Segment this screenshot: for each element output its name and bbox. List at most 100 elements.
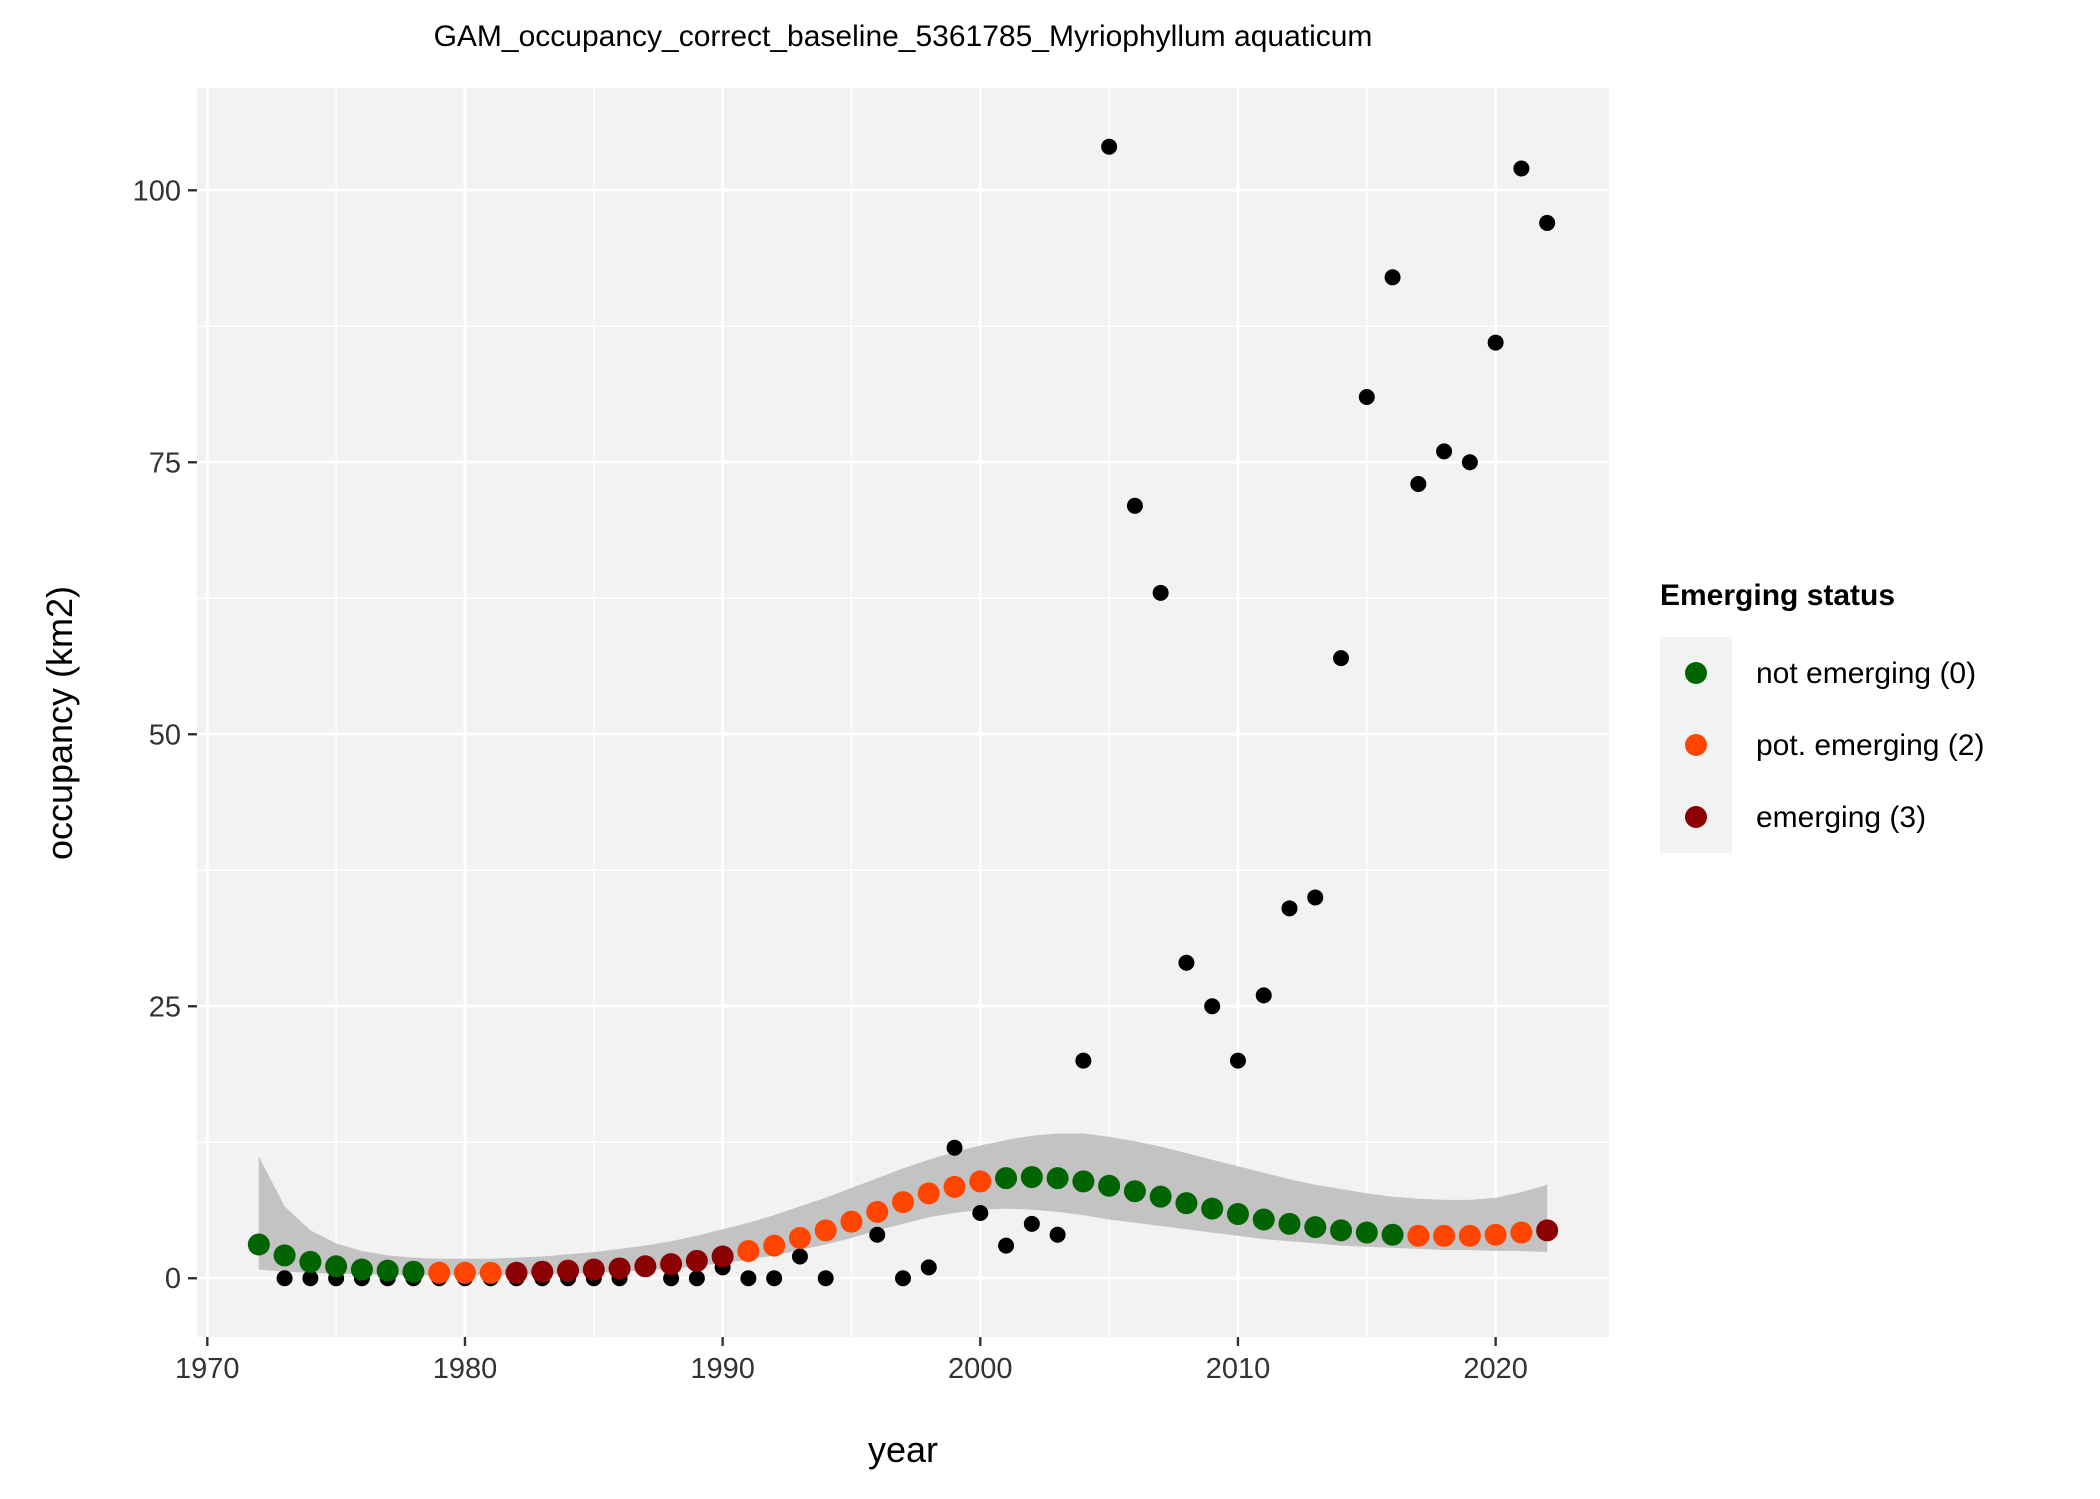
fitted-point (1149, 1185, 1172, 1208)
observed-point (817, 1270, 834, 1287)
fitted-point (247, 1233, 270, 1256)
fitted-point (1020, 1166, 1043, 1189)
fitted-point (505, 1261, 528, 1284)
observed-point (869, 1226, 886, 1243)
observed-point (1126, 497, 1143, 514)
fitted-point (1046, 1167, 1069, 1190)
observed-point (946, 1139, 963, 1156)
observed-point (920, 1259, 937, 1276)
observed-point (688, 1270, 705, 1287)
legend-key (1685, 806, 1707, 828)
fitted-point (1201, 1197, 1224, 1220)
observed-point (1229, 1052, 1246, 1069)
fitted-point (737, 1240, 760, 1263)
fitted-point (402, 1260, 425, 1283)
fitted-point (866, 1200, 889, 1223)
fitted-point (1433, 1224, 1456, 1247)
observed-point (1255, 987, 1272, 1004)
fitted-point (531, 1260, 554, 1283)
observed-point (740, 1270, 757, 1287)
chart-title: GAM_occupancy_correct_baseline_5361785_M… (434, 20, 1373, 53)
observed-point (766, 1270, 783, 1287)
fitted-point (1123, 1180, 1146, 1203)
fitted-point (995, 1167, 1018, 1190)
x-tick-label: 1990 (690, 1353, 755, 1385)
fitted-point (634, 1255, 657, 1278)
fitted-point (1252, 1208, 1275, 1231)
fitted-point (608, 1257, 631, 1280)
observed-point (1281, 900, 1298, 917)
x-tick-label: 1980 (433, 1353, 498, 1385)
legend: Emerging status not emerging (0) pot. eme… (1660, 579, 1984, 853)
y-tick-label: 0 (165, 1263, 181, 1295)
fitted-point (1381, 1223, 1404, 1246)
fitted-point (1458, 1224, 1481, 1247)
fitted-point (1175, 1192, 1198, 1215)
y-axis: 0 25 50 75 100 (133, 175, 197, 1295)
observed-point (998, 1237, 1015, 1254)
observed-point (302, 1270, 319, 1287)
fitted-point (376, 1259, 399, 1282)
fitted-point (969, 1170, 992, 1193)
legend-key (1685, 734, 1707, 756)
plot-panel (197, 88, 1609, 1337)
fitted-point (350, 1258, 373, 1281)
observed-point (972, 1204, 989, 1221)
y-axis-label: occupancy (km2) (39, 586, 80, 860)
fitted-point (917, 1182, 940, 1205)
x-tick-label: 2010 (1206, 1353, 1271, 1385)
fitted-point (1407, 1224, 1430, 1247)
observed-point (1101, 138, 1118, 155)
observed-point (1204, 998, 1221, 1015)
legend-label: pot. emerging (2) (1756, 729, 1984, 762)
observed-point (791, 1248, 808, 1265)
observed-point (1358, 388, 1375, 405)
fitted-point (788, 1226, 811, 1249)
fitted-point (763, 1234, 786, 1257)
legend-key (1685, 662, 1707, 684)
y-tick-label: 100 (133, 175, 181, 207)
legend-label: not emerging (0) (1756, 657, 1976, 690)
fitted-point (1355, 1221, 1378, 1244)
fitted-point (1484, 1223, 1507, 1246)
x-axis-label: year (868, 1429, 938, 1470)
fitted-point (685, 1249, 708, 1272)
observed-point (1307, 889, 1324, 906)
observed-point (1152, 584, 1169, 601)
observed-point (1410, 476, 1427, 493)
observed-point (1436, 443, 1453, 460)
legend-title: Emerging status (1660, 579, 1895, 612)
observed-point (276, 1270, 293, 1287)
fitted-point (711, 1245, 734, 1268)
fitted-point (582, 1258, 605, 1281)
fitted-point (814, 1219, 837, 1242)
observed-point (1333, 650, 1350, 667)
legend-label: emerging (3) (1756, 801, 1926, 834)
observed-point (1487, 334, 1504, 351)
fitted-point (660, 1253, 683, 1276)
observed-point (1513, 160, 1530, 177)
fitted-point (1072, 1170, 1095, 1193)
fitted-point (325, 1255, 348, 1278)
fitted-point (840, 1210, 863, 1233)
y-tick-label: 25 (149, 991, 181, 1023)
fitted-point (557, 1259, 580, 1282)
x-tick-label: 1970 (175, 1353, 240, 1385)
fitted-point (299, 1250, 322, 1273)
fitted-point (1304, 1216, 1327, 1239)
fitted-point (1278, 1212, 1301, 1235)
observed-point (1023, 1215, 1040, 1232)
fitted-point (273, 1244, 296, 1267)
fitted-point (1510, 1221, 1533, 1244)
x-tick-label: 2020 (1463, 1353, 1528, 1385)
observed-point (1384, 269, 1401, 286)
fitted-point (1330, 1219, 1353, 1242)
y-tick-label: 75 (149, 447, 181, 479)
observed-point (1178, 954, 1195, 971)
observed-point (1539, 214, 1556, 231)
observed-point (1049, 1226, 1066, 1243)
x-tick-label: 2000 (948, 1353, 1013, 1385)
fitted-point (1226, 1203, 1249, 1226)
fitted-point (428, 1261, 451, 1284)
